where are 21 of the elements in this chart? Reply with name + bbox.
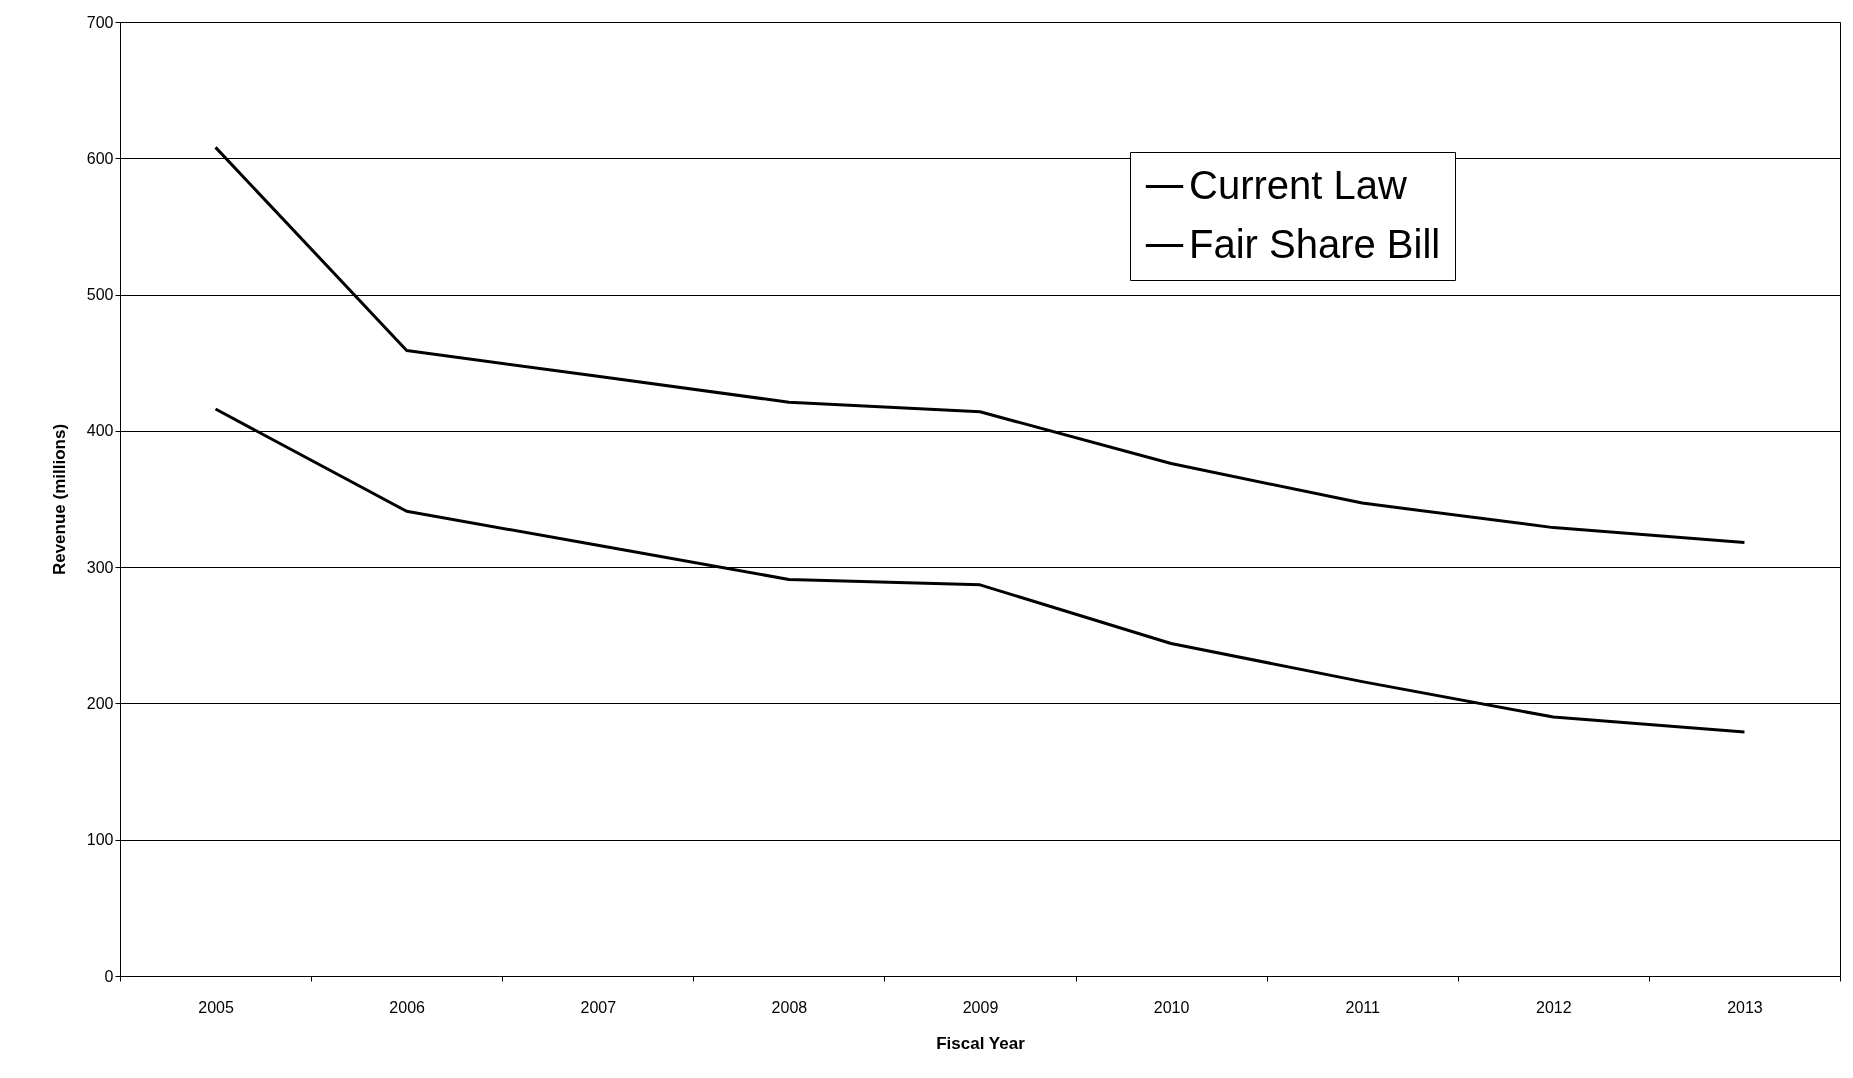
y-tick-label: 200 (86, 694, 114, 712)
y-tick-label: 600 (86, 149, 114, 167)
x-tick-label: 2010 (1153, 998, 1190, 1016)
y-axis-title: Revenue (millions) (49, 423, 69, 576)
x-tick-label: 2008 (771, 998, 808, 1016)
y-tick-label: 300 (86, 558, 114, 576)
x-tick-label: 2007 (580, 998, 617, 1016)
x-tick-label: 2009 (962, 998, 999, 1016)
y-tick-label: 0 (104, 967, 114, 985)
y-tick-label: 400 (86, 422, 114, 440)
y-tick-label: 700 (86, 13, 114, 31)
x-axis-title: Fiscal Year (936, 1033, 1026, 1053)
y-tick-label: 100 (86, 831, 114, 849)
x-tick-label: 2013 (1727, 998, 1763, 1016)
x-tick-label: 2006 (389, 998, 426, 1016)
x-tick-label: 2005 (198, 998, 234, 1016)
x-tick-label: 2011 (1345, 998, 1381, 1016)
legend-label: Current Law (1189, 162, 1407, 207)
legend-label: Fair Share Bill (1189, 221, 1441, 266)
y-tick-label: 500 (86, 286, 114, 304)
x-tick-label: 2012 (1536, 998, 1572, 1016)
